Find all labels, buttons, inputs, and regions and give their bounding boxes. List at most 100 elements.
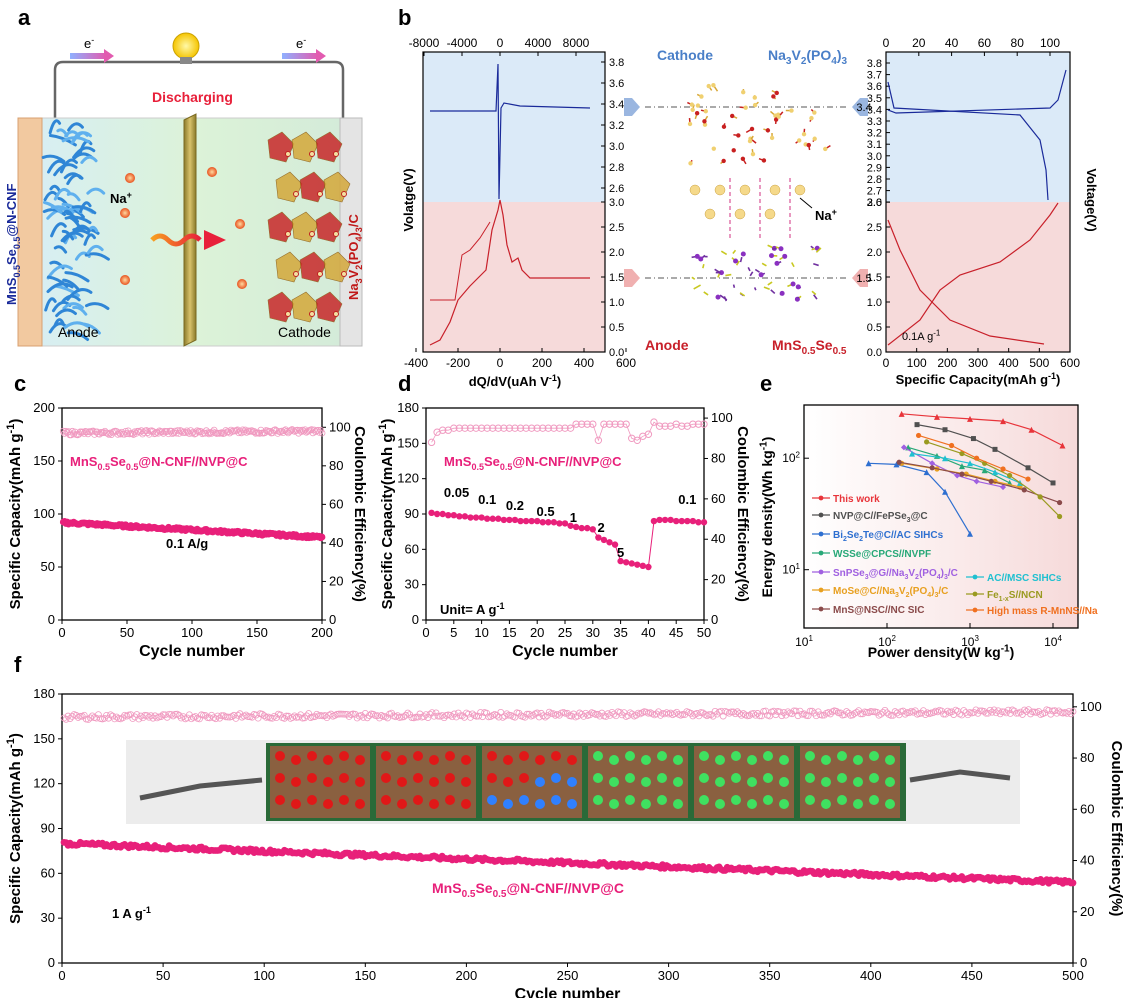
led-light: [397, 755, 407, 765]
bond: [739, 292, 746, 297]
efficiency-point: [824, 709, 832, 716]
atom: [797, 138, 802, 143]
y-tick-label: 60: [41, 865, 55, 880]
efficiency-point: [278, 427, 286, 435]
anode-discharge-curve: [887, 219, 1045, 345]
capacity-point: [428, 509, 435, 517]
led-light: [593, 773, 603, 783]
efficiency-line: [431, 421, 704, 443]
bond: [813, 263, 819, 267]
gcd-top-tick-label: 60: [978, 36, 992, 50]
gcd-bottom-tick-label: 200: [937, 356, 957, 370]
bond: [754, 268, 760, 273]
legend-marker: [972, 574, 978, 580]
gcd-top-tick-label: 0: [883, 36, 890, 50]
ragone-point: [988, 478, 994, 484]
nanofiber: [70, 131, 89, 145]
ragone-series: [924, 439, 1063, 520]
nanofiber: [61, 136, 91, 144]
plot-frame: [61, 693, 1074, 964]
series-annotation: MnS0.5​Se0.5​@N-CNF//NVP@C: [70, 454, 248, 472]
ion-flow-arrow: [204, 230, 226, 250]
led-light: [779, 799, 789, 809]
gcd-bottom-tick-label: 500: [1029, 356, 1049, 370]
atom: [694, 253, 700, 259]
atom: [687, 121, 693, 127]
ragone-series: [865, 460, 974, 537]
ragone-line: [898, 461, 1060, 504]
efficiency-point: [228, 428, 236, 435]
atom: [688, 161, 693, 166]
efficiency-point: [357, 711, 365, 719]
efficiency-point: [533, 709, 541, 717]
led-light: [731, 751, 741, 761]
ragone-point: [942, 427, 948, 433]
atom: [309, 151, 315, 157]
atom: [741, 90, 746, 95]
nanofiber: [56, 128, 69, 138]
panel-a-label: a: [18, 5, 31, 30]
bond: [732, 249, 737, 254]
led-light: [625, 751, 635, 761]
y-axis-title: Specific Capacity(mAh g-1​): [5, 733, 24, 924]
led-light: [699, 751, 709, 761]
nanofiber: [62, 278, 80, 291]
atom: [743, 105, 748, 110]
led-light: [641, 777, 651, 787]
led-light: [355, 755, 365, 765]
x-tick-label: 15: [502, 625, 516, 640]
y2-tick-label: 40: [711, 531, 725, 546]
atom: [749, 126, 755, 132]
atom: [823, 146, 828, 152]
x-tick-label: 100: [253, 968, 275, 983]
ragone-point: [896, 459, 902, 465]
y-tick-label: 150: [33, 453, 55, 468]
panel-b: b -8000 -4000 0 4000 8000-400 -200 0 200 400 6003…: [398, 5, 1099, 389]
legend-label: Fe1-x​S//NCN: [987, 590, 1043, 603]
efficiency-point: [833, 707, 840, 715]
ragone-point: [1028, 426, 1035, 433]
bond: [770, 289, 776, 295]
atom: [309, 311, 315, 317]
na-ion: [764, 208, 776, 220]
efficiency-point: [428, 709, 436, 717]
pointer-line: [799, 197, 813, 209]
atom: [730, 113, 735, 119]
efficiency-point: [293, 426, 301, 434]
gcd-top-tick-label: 20: [912, 36, 926, 50]
atom: [285, 151, 291, 157]
dqdv-ylabel: Volatge(V): [401, 168, 416, 231]
led-light: [519, 795, 529, 805]
efficiency-point: [1025, 706, 1032, 714]
atom: [285, 231, 291, 237]
ragone-point: [1000, 418, 1007, 425]
separator: [183, 113, 197, 347]
nanofiber: [83, 233, 96, 246]
y2-tick-label: 60: [329, 496, 343, 511]
led-light: [307, 751, 317, 761]
voltage-tick-label: 2.5: [867, 222, 882, 234]
ragone-line: [901, 413, 1063, 447]
efficiency-point: [339, 710, 347, 718]
led-light: [535, 799, 545, 809]
efficiency-point: [434, 712, 442, 720]
efficiency-point: [869, 708, 877, 716]
efficiency-point: [256, 429, 264, 437]
led-light: [567, 755, 577, 765]
x-tick-label: 0: [422, 625, 429, 640]
atom: [341, 191, 347, 197]
ragone-point: [991, 469, 998, 476]
y-tick-label: 30: [405, 577, 419, 592]
ragone-series: [914, 422, 1056, 486]
efficiency-point: [633, 436, 641, 445]
led-light: [731, 773, 741, 783]
nanofiber: [53, 245, 68, 254]
led-light: [715, 777, 725, 787]
efficiency-point: [313, 710, 321, 718]
led-light: [307, 773, 317, 783]
led-light: [503, 755, 513, 765]
efficiency-point: [104, 429, 111, 437]
led-light: [657, 751, 667, 761]
led-panel: [482, 746, 582, 818]
